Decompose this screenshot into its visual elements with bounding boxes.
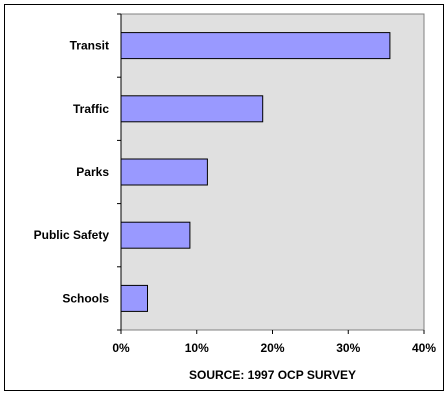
bar-public-safety (120, 221, 191, 249)
x-axis-ticks (120, 330, 425, 334)
category-label: Traffic (73, 102, 109, 116)
bar-schools (120, 284, 148, 312)
x-tick-label: 40% (412, 341, 436, 355)
category-label: Public Safety (34, 228, 110, 242)
x-tick-labels: 0% 10% 20% 30% 40% (112, 341, 436, 355)
category-label: Parks (76, 165, 109, 179)
bar-parks (120, 158, 208, 186)
y-axis-ticks (117, 13, 121, 331)
category-label: Schools (62, 291, 109, 305)
x-tick-label: 0% (112, 341, 130, 355)
x-axis-label: SOURCE: 1997 OCP SURVEY (189, 368, 356, 382)
bar-transit (120, 32, 391, 60)
category-label: Transit (70, 39, 109, 53)
x-tick-label: 20% (260, 341, 284, 355)
category-labels: Transit Traffic Parks Public Safety Schools (34, 39, 110, 306)
bars-group (120, 32, 391, 312)
x-tick-label: 10% (185, 341, 209, 355)
bar-traffic (120, 95, 264, 123)
x-tick-label: 30% (336, 341, 360, 355)
